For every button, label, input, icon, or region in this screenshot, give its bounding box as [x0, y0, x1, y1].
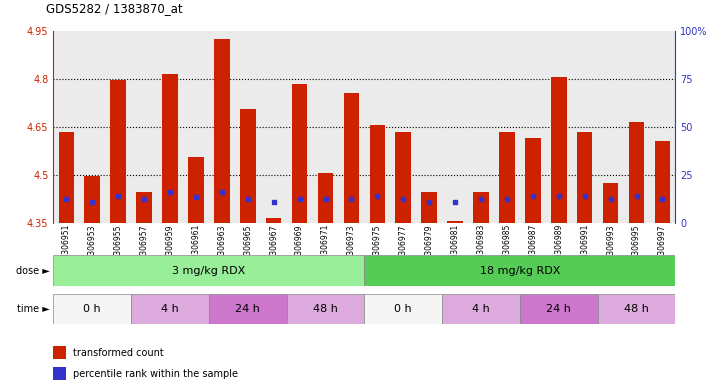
Text: 48 h: 48 h [313, 304, 338, 314]
Text: transformed count: transformed count [73, 348, 164, 358]
Bar [214, 39, 230, 223]
Bar [240, 109, 255, 223]
Text: 24 h: 24 h [546, 304, 571, 314]
Bar [343, 93, 359, 223]
Bar [85, 176, 100, 223]
Text: 24 h: 24 h [235, 304, 260, 314]
Text: 18 mg/kg RDX: 18 mg/kg RDX [480, 266, 560, 276]
Bar [525, 138, 540, 223]
Bar [53, 294, 131, 324]
Bar [447, 221, 463, 223]
Text: dose ►: dose ► [16, 266, 50, 276]
Bar [131, 294, 209, 324]
Text: 0 h: 0 h [83, 304, 101, 314]
Bar [598, 294, 675, 324]
Bar [499, 132, 515, 223]
Bar [287, 294, 364, 324]
Bar [603, 183, 619, 223]
Text: time ►: time ► [17, 304, 50, 314]
Bar [53, 255, 364, 286]
Bar [422, 192, 437, 223]
Bar [318, 173, 333, 223]
Bar [58, 132, 74, 223]
Bar [474, 192, 488, 223]
Bar [110, 80, 126, 223]
Bar [162, 74, 178, 223]
Bar [292, 84, 307, 223]
Bar [137, 192, 152, 223]
Text: 0 h: 0 h [395, 304, 412, 314]
Bar [520, 294, 598, 324]
Bar [655, 141, 670, 223]
Bar [629, 122, 644, 223]
Bar [551, 77, 567, 223]
Text: percentile rank within the sample: percentile rank within the sample [73, 369, 238, 379]
Bar [442, 294, 520, 324]
Bar [370, 125, 385, 223]
Text: 3 mg/kg RDX: 3 mg/kg RDX [172, 266, 245, 276]
Bar [395, 132, 411, 223]
Bar [364, 294, 442, 324]
Bar [209, 294, 287, 324]
Text: 4 h: 4 h [472, 304, 490, 314]
Bar [266, 218, 282, 223]
Bar [188, 157, 203, 223]
Text: GDS5282 / 1383870_at: GDS5282 / 1383870_at [46, 2, 183, 15]
Bar [577, 132, 592, 223]
Text: 48 h: 48 h [624, 304, 649, 314]
Bar [364, 255, 675, 286]
Text: 4 h: 4 h [161, 304, 179, 314]
